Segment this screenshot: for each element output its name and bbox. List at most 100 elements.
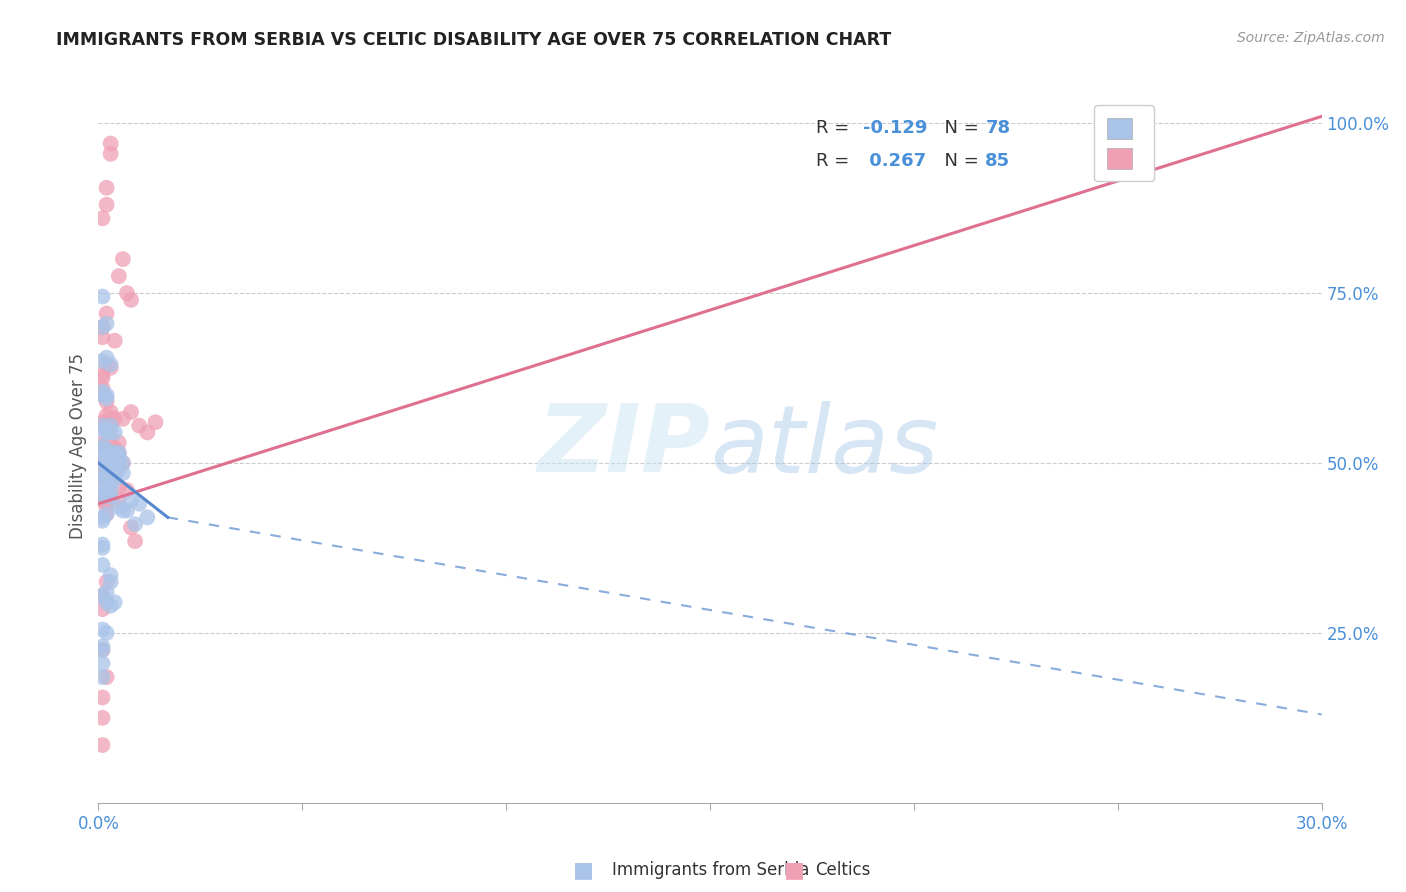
Point (96, 394, 118, 409)
Point (136, 425, 159, 440)
Point (91, 439, 114, 453)
Point (91, 473, 114, 487)
Point (96, 180, 118, 194)
Point (108, 463, 131, 477)
Point (100, 360, 122, 375)
Point (115, 483, 138, 498)
Point (91, 418, 114, 433)
Point (91, 589, 114, 603)
Point (96, 452, 118, 467)
Point (100, 452, 122, 467)
Text: Source: ZipAtlas.com: Source: ZipAtlas.com (1237, 31, 1385, 45)
Point (96, 306, 118, 320)
Text: IMMIGRANTS FROM SERBIA VS CELTIC DISABILITY AGE OVER 75 CORRELATION CHART: IMMIGRANTS FROM SERBIA VS CELTIC DISABIL… (56, 31, 891, 49)
Point (91, 320, 114, 334)
Point (108, 449, 131, 463)
Point (91, 602, 114, 616)
Point (120, 493, 142, 508)
Point (104, 442, 127, 457)
Point (91, 589, 114, 603)
Point (96, 446, 118, 460)
Point (100, 469, 122, 483)
Text: Immigrants from Serbia: Immigrants from Serbia (612, 861, 808, 879)
Point (91, 415, 114, 429)
Point (91, 493, 114, 508)
Point (91, 381, 114, 395)
Point (104, 463, 127, 477)
Point (91, 623, 114, 637)
Point (91, 330, 114, 344)
Point (91, 418, 114, 433)
Point (124, 534, 146, 549)
Point (108, 452, 131, 467)
Point (96, 486, 118, 500)
Point (100, 446, 122, 460)
Point (104, 446, 127, 460)
Point (100, 456, 122, 470)
Point (91, 657, 114, 671)
Point (100, 469, 122, 483)
Point (91, 490, 114, 504)
Text: 0.267: 0.267 (863, 152, 927, 169)
Text: R =: R = (817, 152, 855, 169)
Point (96, 507, 118, 521)
Point (96, 392, 118, 406)
Text: ZIP: ZIP (537, 400, 710, 492)
Point (91, 690, 114, 705)
Point (145, 415, 167, 429)
Point (91, 510, 114, 524)
Point (104, 442, 127, 457)
Point (104, 473, 127, 487)
Point (100, 599, 122, 613)
Point (91, 711, 114, 725)
Point (96, 483, 118, 498)
Point (96, 670, 118, 684)
Point (96, 574, 118, 589)
Point (96, 388, 118, 402)
Point (108, 500, 131, 515)
Point (96, 415, 118, 429)
Point (100, 449, 122, 463)
Point (100, 358, 122, 372)
Point (91, 354, 114, 368)
Point (111, 252, 134, 266)
Point (111, 503, 134, 517)
Point (100, 425, 122, 440)
Point (108, 269, 131, 284)
Point (91, 368, 114, 382)
Point (100, 456, 122, 470)
Point (100, 146, 122, 161)
Point (100, 490, 122, 504)
Point (108, 456, 131, 470)
Point (96, 442, 118, 457)
Point (104, 334, 127, 348)
Point (96, 469, 118, 483)
Point (91, 469, 114, 483)
Point (96, 409, 118, 423)
Point (100, 446, 122, 460)
Text: atlas: atlas (710, 401, 938, 491)
Point (96, 358, 118, 372)
Point (111, 466, 134, 480)
Point (96, 595, 118, 609)
Point (104, 442, 127, 457)
Point (96, 456, 118, 470)
Point (100, 405, 122, 419)
Point (96, 351, 118, 365)
Text: 78: 78 (986, 120, 1011, 137)
Point (96, 317, 118, 331)
Point (91, 537, 114, 551)
Text: R =: R = (817, 120, 855, 137)
Point (104, 452, 127, 467)
Point (96, 198, 118, 212)
Point (128, 497, 150, 511)
Point (111, 456, 134, 470)
Point (104, 595, 127, 609)
Point (91, 320, 114, 334)
Y-axis label: Disability Age Over 75: Disability Age Over 75 (69, 353, 87, 539)
Point (91, 469, 114, 483)
Point (91, 473, 114, 487)
Point (91, 435, 114, 450)
Point (124, 517, 146, 532)
Point (104, 412, 127, 426)
